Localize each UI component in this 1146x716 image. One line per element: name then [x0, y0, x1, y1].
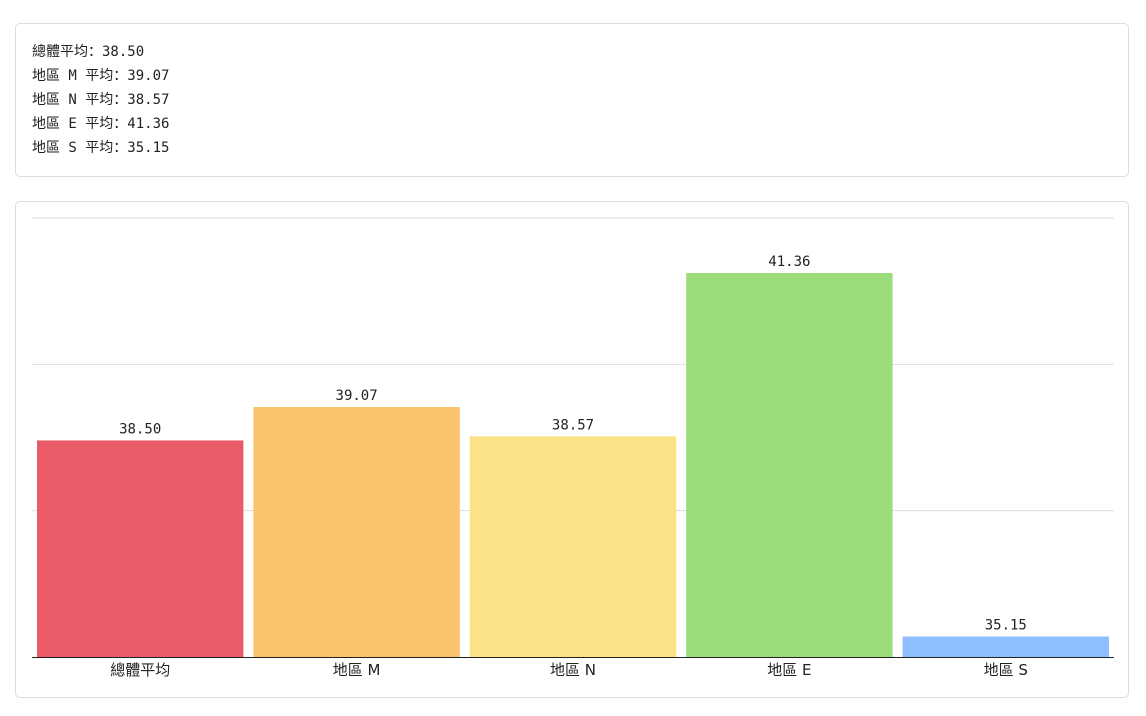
- x-tick-labels: 總體平均 地區 M 地區 N 地區 E 地區 S: [110, 661, 1028, 679]
- bar-0[interactable]: [37, 440, 244, 657]
- summary-region-n: 地區 N 平均：38.57: [32, 92, 170, 108]
- bar-3[interactable]: [686, 273, 893, 657]
- bar-value-label: 41.36: [768, 254, 810, 270]
- bar-1[interactable]: [253, 407, 460, 657]
- bar-value-label: 39.07: [336, 388, 378, 404]
- bar-chart: 38.50 39.07 38.57 41.36 35.15 總體平均 地區 M 地區 N 地區…: [32, 217, 1114, 679]
- bar-value-label: 38.50: [119, 421, 161, 437]
- x-tick-label: 地區 E: [767, 661, 811, 679]
- bar-value-label: 35.15: [985, 618, 1027, 634]
- x-tick-label: 地區 S: [984, 661, 1028, 679]
- summary-overall: 總體平均：38.50: [32, 44, 145, 60]
- bars: [37, 273, 1109, 657]
- bar-value-label: 38.57: [552, 417, 594, 433]
- bar-4[interactable]: [902, 636, 1109, 657]
- chart-panel: 38.50 39.07 38.57 41.36 35.15 總體平均 地區 M 地區 N 地區…: [15, 201, 1129, 698]
- x-tick-label: 地區 M: [333, 661, 381, 679]
- summary-region-e: 地區 E 平均：41.36: [32, 116, 170, 132]
- summary-panel: 總體平均：38.50 地區 M 平均：39.07 地區 N 平均：38.57 地…: [15, 23, 1129, 177]
- x-tick-label: 總體平均: [110, 661, 170, 679]
- x-tick-label: 地區 N: [550, 661, 596, 679]
- bar-2[interactable]: [469, 436, 677, 657]
- value-labels: 38.50 39.07 38.57 41.36 35.15: [119, 254, 1027, 633]
- summary-region-s: 地區 S 平均：35.15: [32, 140, 170, 156]
- summary-region-m: 地區 M 平均：39.07: [32, 68, 170, 84]
